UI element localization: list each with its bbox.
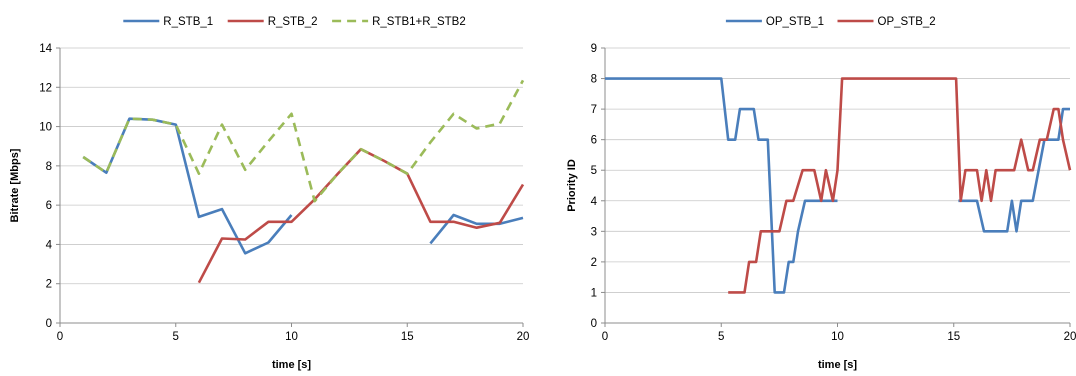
legend-entry: R_STB1+R_STB2	[372, 16, 466, 28]
legend-entry: R_STB_1	[163, 16, 213, 28]
legend-entry: R_STB_2	[268, 16, 318, 28]
y-tick-label: 7	[591, 104, 597, 116]
y-axis-label: Bitrate [Mbps]	[9, 148, 21, 222]
y-tick-label: 10	[39, 122, 52, 134]
x-axis-label: time [s]	[818, 359, 857, 371]
y-tick-label: 2	[46, 279, 52, 291]
x-tick-label: 10	[285, 331, 298, 343]
y-tick-label: 2	[591, 257, 597, 269]
series-line-1	[605, 77, 1070, 294]
y-tick-label: 0	[591, 318, 597, 330]
y-tick-label: 6	[46, 200, 52, 212]
x-tick-label: 15	[947, 331, 960, 343]
y-tick-label: 4	[46, 239, 53, 251]
y-tick-label: 12	[39, 82, 52, 94]
y-tick-label: 6	[591, 135, 597, 147]
y-tick-label: 8	[46, 161, 52, 173]
legend-entry: OP_STB_1	[766, 16, 824, 28]
bitrate-chart: 0 2 4 6 8 10 12 14 0 5 10 15 20 time [s] Bitrate [Mbps…	[9, 16, 529, 371]
series-line-1	[82, 117, 524, 255]
y-axis-label: Priority ID	[566, 159, 578, 212]
x-axis-label: time [s]	[272, 359, 311, 371]
x-tick-label: 15	[401, 331, 414, 343]
series-line-2	[728, 77, 1072, 294]
y-tick-label: 14	[39, 43, 52, 55]
legend-entry: OP_STB_2	[878, 16, 936, 28]
x-tick-label: 10	[831, 331, 844, 343]
series-line-3	[82, 79, 525, 203]
x-tick-label: 0	[602, 331, 608, 343]
x-tick-label: 20	[1064, 331, 1076, 343]
y-tick-label: 9	[591, 43, 597, 55]
x-tick-label: 20	[517, 331, 530, 343]
y-tick-label: 4	[591, 196, 598, 208]
y-tick-label: 3	[591, 226, 597, 238]
priority-id-chart: 0 1 2 3 4 5 6 7 8 9 0 5 10 15 20 time [s] Priority ID OP_…	[566, 16, 1076, 371]
y-tick-label: 1	[591, 287, 597, 299]
x-tick-label: 0	[57, 331, 63, 343]
x-tick-label: 5	[718, 331, 724, 343]
y-tick-label: 5	[591, 165, 597, 177]
y-tick-label: 0	[46, 318, 52, 330]
series-line-2	[197, 147, 525, 284]
y-tick-label: 8	[591, 74, 597, 86]
x-tick-label: 5	[173, 331, 179, 343]
